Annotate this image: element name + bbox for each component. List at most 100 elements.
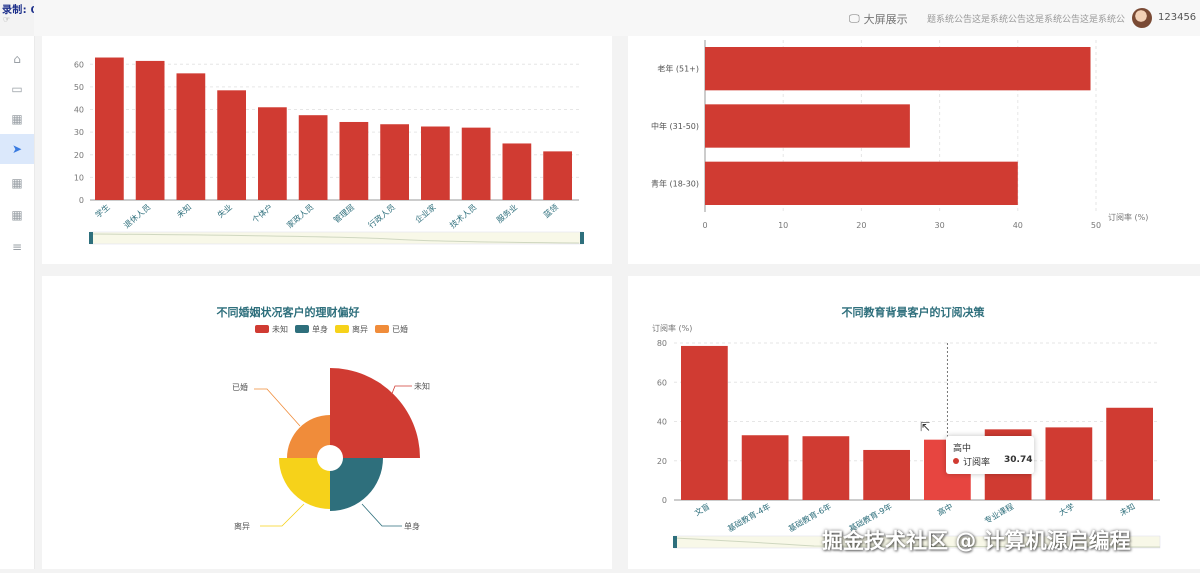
slice-label: 已婚: [232, 382, 248, 392]
y-tick-label: 80: [657, 339, 667, 348]
legend-swatch: [295, 325, 309, 333]
bar: [741, 435, 789, 500]
grid-small-icon[interactable]: ▦: [11, 208, 23, 222]
bar: [705, 47, 1091, 91]
x-tick-label: 学生: [93, 202, 112, 220]
announcement-marquee: 题系统公告这是系统公告这是系统公告这是系统公: [927, 15, 1126, 25]
x-tick-label: 文盲: [693, 501, 712, 518]
age-chart-panel: 0 10 20 30 40 50 青年 (18-30) 中年 (31-50) 老年 (51+) 订…: [628, 36, 1200, 264]
bar: [1106, 407, 1153, 500]
y-tick-label: 60: [657, 378, 667, 387]
bar: [705, 161, 1018, 205]
x-tick-label: 行政人员: [366, 202, 397, 230]
y-tick-label: 30: [74, 128, 84, 137]
y-tick-label: 60: [74, 60, 84, 69]
x-tick-label: 未知: [174, 202, 193, 220]
send-icon[interactable]: ➤: [0, 134, 34, 164]
x-tick-label: 失业: [215, 202, 234, 220]
x-tick-label: 企业家: [413, 202, 438, 225]
slice-label: 离异: [234, 521, 250, 531]
big-screen-button[interactable]: 🖵 大屏展示: [849, 11, 908, 27]
x-axis-label: 订阅率 (%): [1108, 212, 1148, 222]
zoom-handle-left: [673, 536, 677, 548]
label-leader-line: [386, 385, 412, 407]
x-tick-label: 技术人员: [447, 202, 478, 230]
tooltip-value: 30.74: [1004, 455, 1033, 465]
x-tick-label: 0: [702, 221, 707, 230]
x-tick-label: 未知: [1118, 501, 1137, 518]
x-tick-label: 30: [935, 221, 945, 230]
y-tick-label: 20: [657, 457, 667, 466]
bar: [217, 90, 246, 200]
legend-swatch: [255, 325, 269, 333]
y-tick-label: 40: [74, 106, 84, 115]
x-tick-label: 10: [778, 221, 788, 230]
x-tick-label: 50: [1091, 221, 1101, 230]
y-tick-label: 10: [74, 173, 84, 182]
x-tick-label: 服务业: [494, 202, 519, 225]
occupation-bar-chart: 0 10 20 30 40 50 60 学生 退休人员 未知 失业 个体户 家政人员 管理层 行政人员 企业家…: [74, 57, 584, 245]
window-icon[interactable]: ▭: [11, 82, 23, 96]
label-leader-line: [361, 503, 402, 527]
slice-label: 单身: [404, 521, 420, 531]
y-tick-label: 中年 (31-50): [651, 121, 699, 131]
pie-slice: [330, 368, 420, 458]
bar: [95, 57, 124, 201]
apps-icon[interactable]: ▦: [11, 176, 23, 190]
x-tick-label: 个体户: [250, 202, 275, 225]
zoom-slider-preview: [673, 537, 1161, 548]
y-tick-label: 青年 (18-30): [651, 178, 699, 188]
y-tick-label: 50: [74, 83, 84, 92]
avatar[interactable]: [1132, 8, 1152, 28]
bar: [176, 73, 206, 200]
home-icon[interactable]: ⌂: [13, 52, 21, 66]
y-axis-label: 订阅率 (%): [652, 323, 692, 333]
pie-slice: [279, 458, 330, 509]
x-tick-label: 管理层: [331, 202, 356, 225]
x-tick-label: 退休人员: [121, 202, 152, 230]
y-tick-label: 20: [74, 151, 84, 160]
bar: [863, 449, 910, 500]
mouse-cursor-icon: ⇱: [920, 420, 931, 434]
marital-chart-panel: 不同婚姻状况客户的理财偏好 未知 单身 离异 已婚 未知 单身 离异 已婚: [42, 276, 612, 569]
x-tick-label: 家政人员: [284, 202, 315, 230]
legend-label: 离异: [352, 324, 368, 334]
legend-label: 已婚: [392, 324, 408, 334]
age-bar-chart: 0 10 20 30 40 50 青年 (18-30) 中年 (31-50) 老年 (51+) 订…: [651, 40, 1148, 230]
chart-title: 不同婚姻状况客户的理财偏好: [217, 305, 360, 319]
username[interactable]: 123456: [1158, 12, 1197, 23]
occupation-chart-panel: 0 10 20 30 40 50 60 学生 退休人员 未知 失业 个体户 家政人员 管理层 行政人员 企业家…: [42, 36, 612, 264]
bar: [339, 121, 369, 200]
tooltip-title: 高中: [953, 444, 972, 454]
label-leader-line: [260, 503, 305, 527]
legend-label: 单身: [312, 324, 328, 334]
zoom-handle-left: [89, 232, 93, 244]
pie-slice: [287, 415, 330, 458]
bar: [502, 143, 532, 200]
bar: [380, 124, 409, 200]
y-tick-label: 老年 (51+): [657, 64, 699, 74]
chart-title: 不同教育背景客户的订阅决策: [842, 305, 986, 319]
x-tick-label: 蓝领: [541, 202, 560, 220]
y-tick-label: 0: [662, 496, 667, 505]
bar: [1045, 427, 1093, 500]
pointer-hint-icon: ☞: [3, 15, 11, 24]
y-tick-label: 0: [79, 196, 84, 205]
bar: [258, 107, 287, 200]
legend-swatch: [375, 325, 389, 333]
sidebar: ⌂ ▭ ▦ ➤ ▦ ▦ ≡: [0, 36, 35, 569]
education-chart-panel: 不同教育背景客户的订阅决策 订阅率 (%) 0 20 40 60 80 文盲 基础教育-4年 基础…: [628, 276, 1200, 569]
x-tick-label: 高中: [936, 501, 955, 518]
menu-icon[interactable]: ≡: [11, 240, 23, 254]
bar: [705, 104, 910, 148]
zoom-handle-right: [580, 232, 584, 244]
legend-label: 未知: [272, 324, 288, 334]
bar: [461, 127, 491, 200]
x-tick-label: 基础教育-4年: [726, 501, 773, 534]
slice-label: 未知: [414, 381, 430, 391]
big-screen-label: 大屏展示: [863, 13, 908, 26]
y-tick-label: 40: [657, 418, 667, 427]
grid-icon[interactable]: ▦: [11, 112, 23, 126]
bar: [421, 126, 450, 200]
